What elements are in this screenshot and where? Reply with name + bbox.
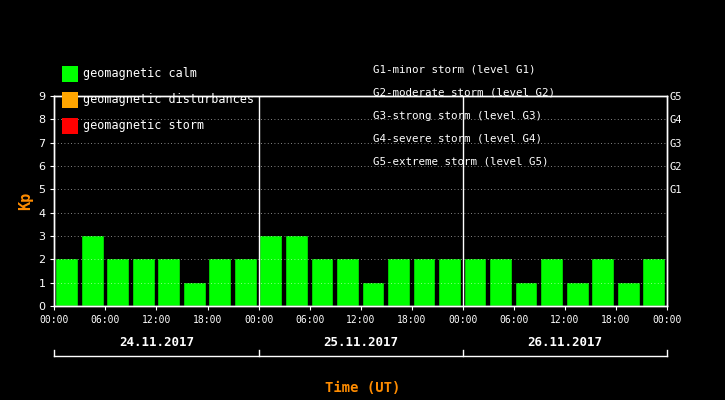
Bar	[286, 236, 307, 306]
Text: Time (UT): Time (UT)	[325, 381, 400, 395]
Text: 26.11.2017: 26.11.2017	[527, 336, 602, 348]
Bar	[337, 259, 359, 306]
Text: G3-strong storm (level G3): G3-strong storm (level G3)	[373, 110, 542, 120]
Bar	[618, 283, 639, 306]
Bar	[184, 283, 206, 306]
Text: geomagnetic calm: geomagnetic calm	[83, 68, 197, 80]
Text: G1-minor storm (level G1): G1-minor storm (level G1)	[373, 64, 536, 74]
Text: geomagnetic storm: geomagnetic storm	[83, 120, 204, 132]
Bar	[465, 259, 486, 306]
Text: 24.11.2017: 24.11.2017	[119, 336, 194, 348]
Text: geomagnetic disturbances: geomagnetic disturbances	[83, 94, 254, 106]
Bar	[210, 259, 231, 306]
Bar	[592, 259, 614, 306]
Bar	[133, 259, 154, 306]
Bar	[312, 259, 334, 306]
Bar	[439, 259, 461, 306]
Bar	[567, 283, 589, 306]
Bar	[542, 259, 563, 306]
Y-axis label: Kp: Kp	[17, 192, 33, 210]
Bar	[414, 259, 435, 306]
Text: G4-severe storm (level G4): G4-severe storm (level G4)	[373, 134, 542, 144]
Bar	[515, 283, 537, 306]
Bar	[643, 259, 665, 306]
Bar	[490, 259, 512, 306]
Bar	[107, 259, 129, 306]
Bar	[260, 236, 282, 306]
Text: G2-moderate storm (level G2): G2-moderate storm (level G2)	[373, 87, 555, 97]
Text: 25.11.2017: 25.11.2017	[323, 336, 398, 348]
Bar	[388, 259, 410, 306]
Text: G5-extreme storm (level G5): G5-extreme storm (level G5)	[373, 157, 549, 167]
Bar	[82, 236, 104, 306]
Bar	[362, 283, 384, 306]
Bar	[158, 259, 180, 306]
Bar	[235, 259, 257, 306]
Bar	[57, 259, 78, 306]
